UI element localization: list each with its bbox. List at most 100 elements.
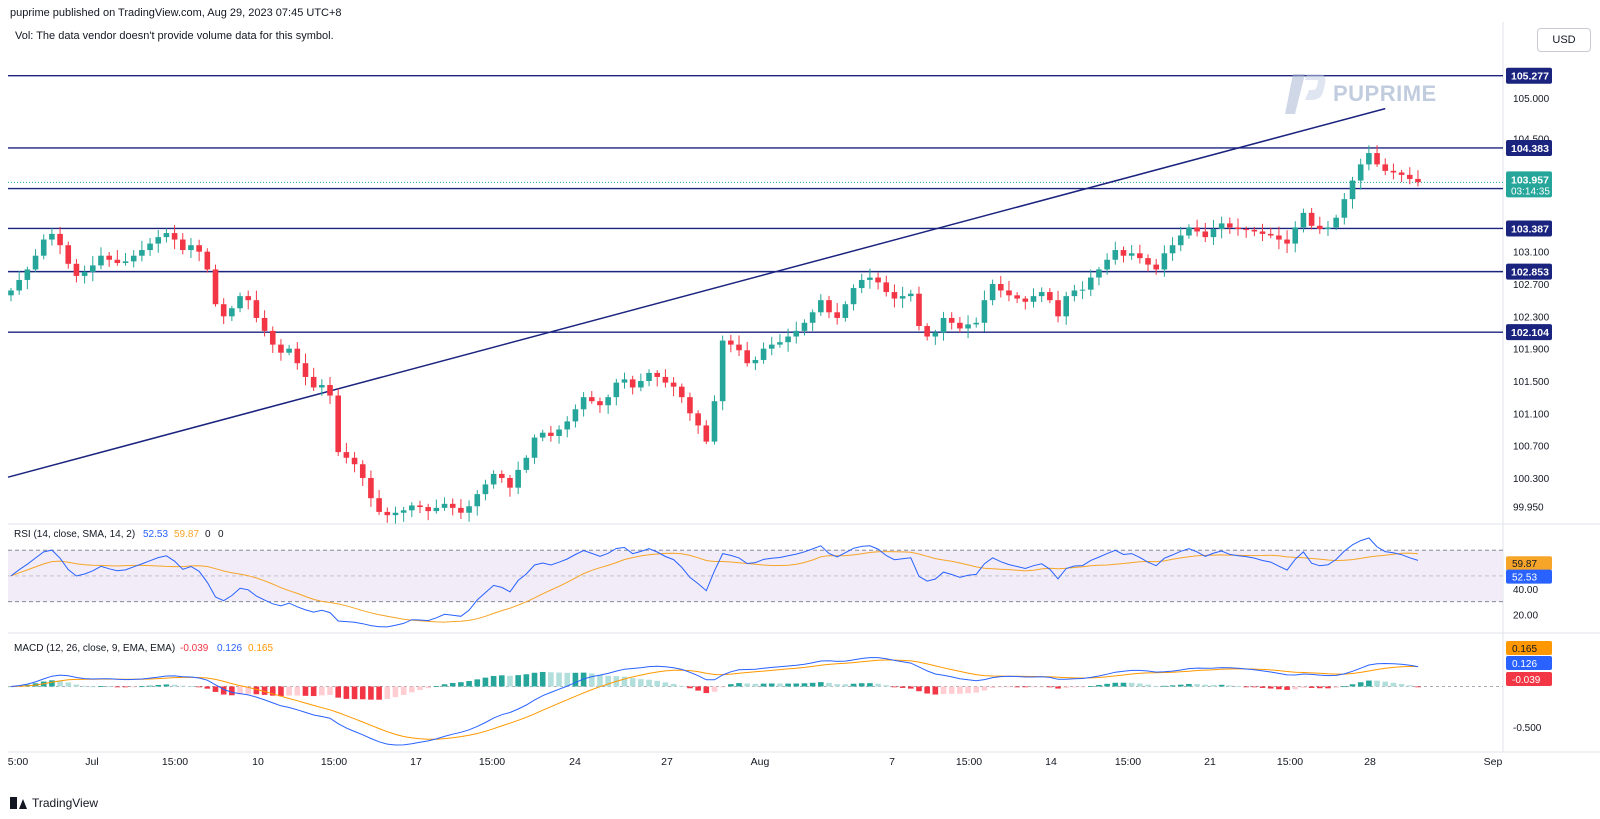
macd-value: 0.126: [217, 643, 242, 654]
macd-histogram-bar: [474, 679, 481, 687]
candle-body: [351, 457, 358, 465]
macd-histogram-bar: [809, 682, 816, 687]
macd-histogram-bar: [1406, 685, 1413, 687]
macd-histogram-bar: [1194, 684, 1200, 687]
candle-body: [490, 473, 497, 485]
macd-histogram-bar: [499, 675, 505, 687]
macd-histogram-bar: [957, 686, 963, 694]
candle-body: [433, 507, 440, 512]
candle-body: [90, 265, 96, 272]
macd-signal-line: [10, 659, 1418, 740]
macd-panel: MACD (12, 26, close, 9, EMA, EMA) -0.039 0…: [8, 641, 1552, 746]
macd-histogram-bar: [114, 686, 121, 688]
macd-histogram-bar: [335, 686, 341, 698]
macd-histogram-bar: [1267, 686, 1274, 689]
macd-histogram-bar: [327, 686, 333, 695]
macd-histogram-bar: [466, 681, 472, 687]
macd-histogram-bar: [1071, 686, 1078, 688]
macd-histogram-bar: [90, 686, 96, 688]
rsi-ma-line: [10, 551, 1419, 623]
macd-histogram-bar: [1145, 684, 1151, 687]
candle-body: [531, 437, 538, 458]
time-tick-label: 15:00: [1277, 756, 1303, 768]
macd-badge: [1506, 656, 1552, 670]
tradingview-footer[interactable]: TradingView: [10, 796, 98, 810]
candle-body: [1186, 227, 1192, 236]
watermark: PUPRIME: [1283, 70, 1437, 118]
rsi-ma-value: 59.87: [174, 529, 199, 540]
time-tick-label: Sep: [1484, 756, 1503, 768]
candle-body: [1251, 229, 1258, 232]
macd-histogram-bar: [948, 686, 955, 694]
macd-histogram-bar: [286, 686, 292, 696]
candle-body: [1357, 164, 1364, 181]
candle-body: [98, 255, 104, 266]
candle-body: [245, 296, 252, 301]
candle-body: [646, 372, 652, 381]
macd-histogram-bar: [556, 672, 562, 687]
candle-body: [629, 379, 636, 388]
candle-body: [997, 284, 1004, 291]
time-tick-label: 10: [252, 756, 264, 768]
candle-body: [1194, 227, 1200, 232]
candle-body: [343, 452, 350, 458]
trendline[interactable]: [7, 107, 1386, 478]
macd-histogram-bar: [719, 686, 726, 688]
macd-histogram-bar: [1349, 684, 1356, 687]
time-tick-label: 14: [1045, 756, 1057, 768]
candle-body: [1325, 227, 1331, 230]
candle-body: [384, 511, 391, 516]
candle-body: [212, 269, 219, 305]
candle-body: [548, 432, 554, 436]
macd-histogram-bar: [1284, 686, 1290, 690]
rsi-extra-value: 0: [218, 529, 224, 540]
candle-body: [81, 271, 88, 276]
macd-histogram-bar: [899, 686, 906, 688]
candle-body: [1374, 153, 1380, 165]
macd-histogram-bar: [826, 682, 832, 687]
candle-body: [744, 350, 750, 364]
macd-histogram-bar: [1374, 680, 1380, 687]
macd-histogram-bar: [204, 686, 211, 689]
candle-body: [728, 340, 734, 345]
macd-histogram-bar: [49, 680, 55, 687]
price-tick-label: 102.300: [1513, 312, 1550, 323]
macd-histogram-bar: [605, 675, 611, 687]
macd-histogram-bar: [351, 686, 358, 700]
macd-histogram-bar: [376, 686, 382, 700]
macd-histogram-bar: [253, 686, 260, 695]
macd-histogram-bar: [310, 686, 317, 697]
candle-body: [1145, 258, 1151, 265]
rsi-band: [8, 550, 1503, 602]
macd-histogram-bar: [1096, 684, 1102, 687]
candle-body: [1161, 253, 1168, 270]
macd-histogram-bar: [997, 686, 1004, 688]
candle-body: [1366, 153, 1372, 165]
macd-histogram-bar: [1022, 686, 1029, 688]
candle-body: [850, 288, 857, 305]
candle-body: [392, 512, 399, 516]
macd-hist-value: -0.039: [180, 643, 209, 654]
candle-body: [1406, 174, 1413, 179]
candle-body: [368, 477, 374, 499]
price-axis[interactable]: 105.000104.500103.100102.700102.300101.9…: [1513, 94, 1550, 513]
currency-button[interactable]: USD: [1537, 28, 1591, 52]
macd-histogram-bar: [122, 686, 129, 688]
candle-body: [818, 300, 824, 313]
macd-histogram-bar: [1325, 686, 1331, 689]
macd-histogram-bar: [220, 686, 227, 695]
macd-histogram-bar: [1030, 686, 1037, 688]
macd-histogram-bar: [188, 686, 194, 687]
candle-body: [1128, 253, 1135, 256]
macd-histogram-bar: [1014, 686, 1020, 688]
tradingview-logo-icon: [10, 797, 27, 809]
level-badge-label: 104.383: [1511, 143, 1549, 155]
macd-histogram-bar: [891, 686, 898, 688]
time-axis[interactable]: 5:00 Jul 15:00 10 15:00 17 15:00 24 27 Aug 7 15:00 1…: [8, 756, 1503, 768]
candle-body: [122, 261, 129, 263]
macd-histogram-bar: [678, 685, 685, 687]
candle-body: [695, 413, 701, 426]
macd-histogram-bar: [515, 675, 521, 687]
price-tick-label: 99.950: [1513, 502, 1544, 513]
